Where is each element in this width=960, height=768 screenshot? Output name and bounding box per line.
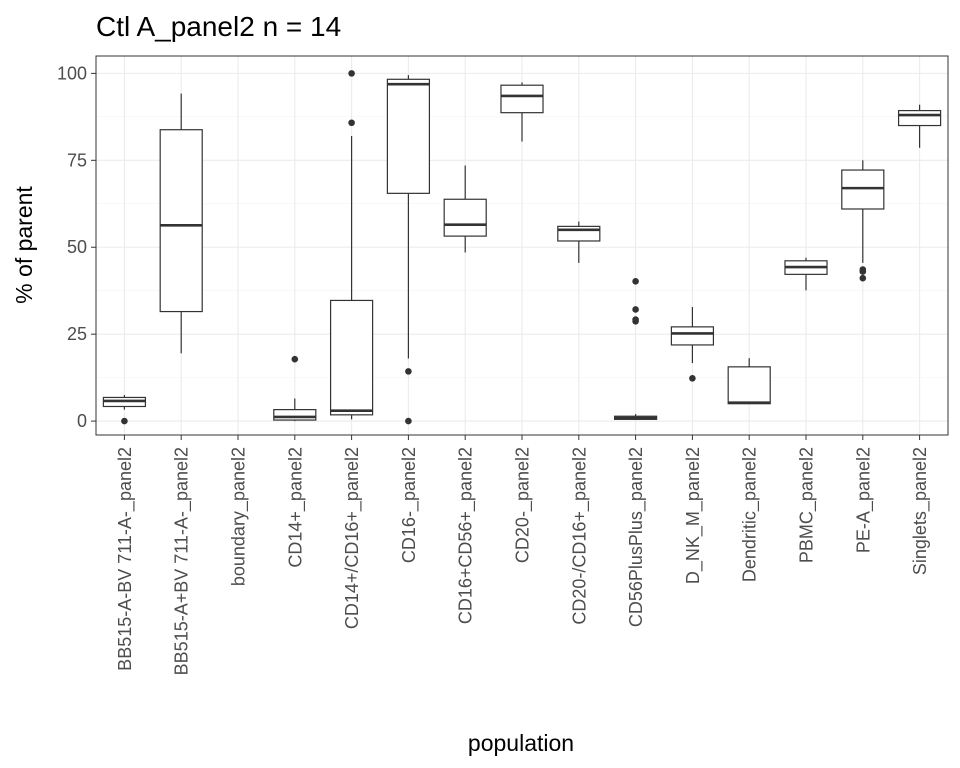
x-tick-label: PBMC_panel2 <box>797 447 818 563</box>
boxes <box>102 70 942 425</box>
box-group <box>102 395 147 425</box>
box-group <box>500 82 544 142</box>
x-tick-label: BB515-A+BV 711-A-_panel2 <box>172 447 193 675</box>
outlier-point <box>405 368 412 375</box>
x-tick-label: Dendritic_panel2 <box>740 447 761 582</box>
box-group <box>841 160 885 282</box>
x-tick-label: CD20-_panel2 <box>513 447 534 563</box>
box-iqr <box>329 299 374 416</box>
box-iqr <box>500 84 544 114</box>
box-group <box>557 221 601 263</box>
x-axis-title: population <box>468 730 574 756</box>
y-tick-label: 25 <box>67 324 87 344</box>
x-tick-label: Singlets_panel2 <box>910 447 931 575</box>
outlier-point <box>632 278 639 285</box>
box-iqr <box>386 78 431 194</box>
x-tick-label: CD16-_panel2 <box>399 447 420 563</box>
x-tick-label: D_NK_M_panel2 <box>683 447 704 584</box>
outlier-point <box>859 266 867 273</box>
x-tick-label: CD14+_panel2 <box>285 447 306 568</box>
x-tick-label: BB515-A-BV 711-A-_panel2 <box>115 447 136 671</box>
outlier-point <box>405 417 412 425</box>
box-group <box>329 70 374 420</box>
box-group <box>897 104 942 148</box>
box-iqr <box>841 169 885 210</box>
x-tick-label: CD56PlusPlus_panel2 <box>626 447 647 627</box>
outlier-point <box>348 70 355 77</box>
x-tick-label: CD20-/CD16+_panel2 <box>569 447 590 625</box>
box-group <box>784 257 828 291</box>
y-tick-label: 100 <box>57 63 87 83</box>
box-iqr <box>897 109 942 127</box>
box-group <box>273 355 317 422</box>
y-tick-label: 75 <box>67 150 87 170</box>
y-axis-title: % of parent <box>11 186 37 304</box>
y-tick-label: 50 <box>67 237 87 257</box>
box-iqr <box>727 366 771 405</box>
box-group <box>386 75 431 425</box>
box-group <box>727 358 771 405</box>
x-tick-label: CD14+/CD16+_panel2 <box>342 447 363 629</box>
box-group <box>670 307 715 382</box>
box-iqr <box>443 198 487 237</box>
x-tick-label: PE-A_panel2 <box>853 447 874 553</box>
outlier-point <box>632 306 639 313</box>
box-group <box>443 165 487 253</box>
outlier-point <box>348 119 355 127</box>
y-tick-label: 0 <box>77 411 87 431</box>
outlier-point <box>632 316 639 323</box>
y-axis: 0 25 50 75 100 <box>57 63 96 431</box>
outlier-point <box>121 417 128 425</box>
outlier-point <box>859 274 867 282</box>
box-group <box>613 278 658 421</box>
outlier-point <box>291 355 299 363</box>
x-tick-label: CD16+CD56+_panel2 <box>456 447 477 624</box>
x-tick-label: boundary_panel2 <box>229 447 250 586</box>
box-group <box>159 93 203 354</box>
x-axis: BB515-A-BV 711-A-_panel2 BB515-A+BV 711-A… <box>115 435 931 675</box>
outlier-point <box>689 375 696 382</box>
box-iqr <box>273 409 317 421</box>
box-iqr <box>670 326 715 346</box>
box-iqr <box>159 129 203 313</box>
chart-title: Ctl A_panel2 n = 14 <box>96 11 341 42</box>
